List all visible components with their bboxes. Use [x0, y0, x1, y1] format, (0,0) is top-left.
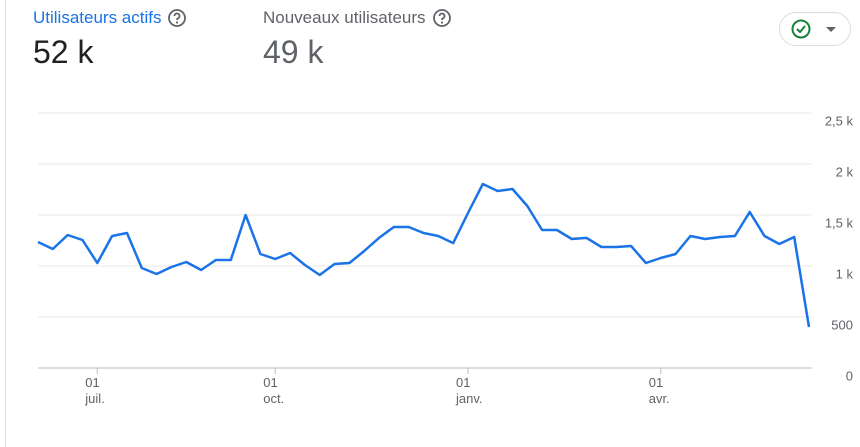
metric-label: Utilisateurs actifs: [33, 8, 162, 27]
y-tick-label: 1,5 k: [825, 215, 854, 230]
metric-label-wrap: Utilisateurs actifs: [33, 8, 187, 28]
button-icons: [791, 19, 836, 39]
left-border: [5, 0, 6, 447]
y-tick-label: 500: [831, 317, 853, 332]
metric-value: 49 k: [263, 34, 324, 70]
y-tick-label: 1 k: [836, 266, 854, 281]
help-icon[interactable]: [167, 8, 187, 28]
metric-label-wrap: Nouveaux utilisateurs: [263, 8, 452, 28]
help-icon[interactable]: [432, 8, 452, 28]
y-tick-label: 2,5 k: [825, 113, 854, 128]
metric-label: Nouveaux utilisateurs: [263, 8, 426, 27]
line-series: [37, 182, 811, 328]
x-tick-label: 01 janv.: [455, 375, 483, 406]
compare-button[interactable]: [779, 12, 851, 46]
y-tick-label: 0: [846, 368, 853, 383]
metric-value: 52 k: [33, 34, 94, 70]
x-tick-label: 01 oct.: [263, 375, 285, 406]
y-tick-label: 2 k: [836, 164, 854, 179]
x-tick-label: 01 juil.: [85, 375, 105, 406]
x-tick-label: 01 avr.: [648, 375, 670, 406]
metric-active[interactable]: Utilisateurs actifs 52 k: [33, 8, 187, 71]
metric-new[interactable]: Nouveaux utilisateurs 49 k: [263, 8, 452, 71]
